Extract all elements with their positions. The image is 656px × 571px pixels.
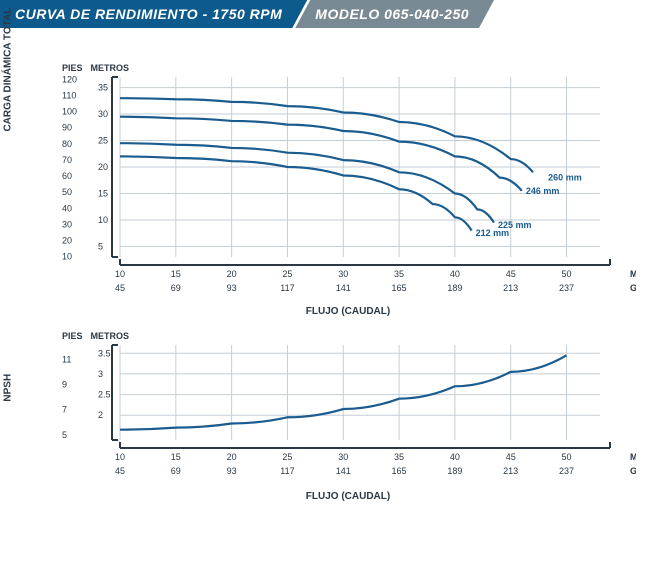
svg-text:117: 117 [280,466,294,476]
header-bar: CURVA DE RENDIMIENTO - 1750 RPM MODELO 0… [0,0,656,28]
svg-text:45: 45 [115,283,125,293]
svg-text:50: 50 [562,269,572,279]
svg-text:165: 165 [392,466,407,476]
svg-text:45: 45 [115,466,125,476]
svg-text:20: 20 [62,236,72,246]
svg-text:10: 10 [98,215,108,225]
svg-text:30: 30 [338,452,348,462]
svg-text:M³/H: M³/H [630,452,636,462]
svg-text:45: 45 [506,269,516,279]
svg-text:10: 10 [115,269,125,279]
metros-label: METROS [91,63,130,73]
pies-label: PIES [62,63,88,73]
svg-text:5: 5 [98,241,103,251]
chart2-x-title: FLUJO (CAUDAL) [60,491,636,502]
svg-text:GPM: GPM [630,283,636,293]
svg-text:120: 120 [62,75,77,84]
svg-text:80: 80 [62,139,72,149]
svg-text:3: 3 [98,369,103,379]
chart-head-dynamic: CARGA DINÁMICA TOTAL PIES METROS 1020304… [0,58,656,317]
svg-text:15: 15 [171,269,181,279]
svg-text:5: 5 [62,430,67,440]
svg-text:2: 2 [98,410,103,420]
svg-text:30: 30 [62,219,72,229]
svg-text:10: 10 [115,452,125,462]
svg-text:45: 45 [506,452,516,462]
header-title: CURVA DE RENDIMIENTO - 1750 RPM [0,0,307,28]
chart1-y-title: CARGA DINÁMICA TOTAL [3,7,14,131]
svg-text:50: 50 [562,452,572,462]
svg-text:189: 189 [447,466,462,476]
svg-text:90: 90 [62,123,72,133]
chart2-y-title: NPSH [3,373,14,401]
svg-text:213: 213 [503,283,518,293]
svg-text:25: 25 [282,269,292,279]
chart2-svg: 5 7 9 11 2 2.5 3 3.5 10 15 20 25 30 35 40 45 50 45 69 93 117… [60,343,636,488]
svg-text:25: 25 [282,452,292,462]
svg-text:30: 30 [338,269,348,279]
svg-text:2.5: 2.5 [98,390,111,400]
svg-text:93: 93 [227,466,237,476]
svg-text:110: 110 [62,90,76,100]
svg-text:10: 10 [62,252,72,262]
svg-text:246 mm: 246 mm [526,186,560,196]
chart1-col-heads: PIES METROS [60,63,636,73]
svg-text:93: 93 [227,283,237,293]
svg-text:260 mm: 260 mm [548,173,582,183]
svg-text:213: 213 [503,466,518,476]
svg-text:237: 237 [559,466,574,476]
svg-text:GPM: GPM [630,466,636,476]
chart1-x-title: FLUJO (CAUDAL) [60,306,636,317]
svg-text:40: 40 [62,203,72,213]
svg-text:35: 35 [394,452,404,462]
svg-text:237: 237 [559,283,574,293]
svg-text:141: 141 [336,283,351,293]
pies-label: PIES [62,331,88,341]
svg-text:40: 40 [450,269,460,279]
svg-text:15: 15 [171,452,181,462]
svg-text:25: 25 [98,136,108,146]
svg-text:7: 7 [62,405,67,415]
svg-text:11: 11 [62,354,71,364]
svg-text:40: 40 [450,452,460,462]
svg-text:35: 35 [98,83,108,93]
svg-text:20: 20 [98,162,108,172]
metros-label: METROS [91,331,130,341]
svg-text:165: 165 [392,283,407,293]
svg-text:100: 100 [62,107,77,117]
svg-text:69: 69 [171,466,181,476]
chart2-col-heads: PIES METROS [60,331,636,341]
svg-text:30: 30 [98,109,108,119]
svg-text:15: 15 [98,188,108,198]
svg-text:70: 70 [62,155,72,165]
svg-text:212 mm: 212 mm [476,228,510,238]
svg-text:3.5: 3.5 [98,348,111,358]
svg-text:117: 117 [280,283,294,293]
svg-text:189: 189 [447,283,462,293]
svg-text:50: 50 [62,187,72,197]
svg-text:69: 69 [171,283,181,293]
svg-text:M³/H: M³/H [630,269,636,279]
svg-text:20: 20 [227,452,237,462]
chart1-svg: 10 20 30 40 50 60 70 80 90 100 110 120 5 10 15 20 25 30 35… [60,75,636,303]
svg-text:20: 20 [227,269,237,279]
svg-text:9: 9 [62,380,67,390]
svg-text:35: 35 [394,269,404,279]
chart-npsh: NPSH PIES METROS 5 7 9 11 2 2.5 3 3.5 10 15 20 25 30… [0,317,656,502]
svg-text:141: 141 [336,466,351,476]
header-model: MODELO 065-040-250 [295,0,494,28]
svg-text:60: 60 [62,171,72,181]
